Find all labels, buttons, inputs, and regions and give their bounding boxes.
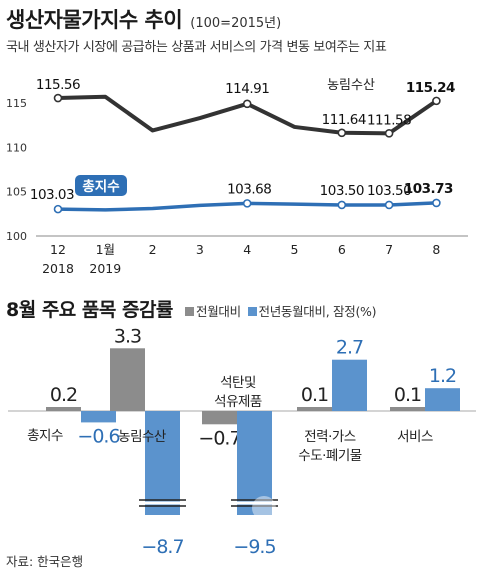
watermark-text: 우리방송뉴스	[280, 498, 392, 518]
x-tick-label: 12	[50, 242, 66, 257]
category-label: 농림수산	[118, 429, 166, 445]
chart-title-row: 생산자물가지수 추이 (100=2015년)	[6, 4, 281, 34]
x-tick-label: 4	[243, 242, 251, 257]
bar-1	[332, 359, 367, 411]
data-point-0	[432, 96, 441, 106]
legend-label-mom: 전월대비	[196, 304, 241, 319]
x-tick-label: 6	[338, 242, 346, 257]
bar-value-label: −9.5	[233, 536, 275, 558]
bar-value-label: 2.7	[336, 337, 363, 359]
y-tick-label: 105	[6, 186, 27, 199]
data-label: 115.56	[36, 77, 80, 93]
x-year-label: 2018	[42, 261, 74, 276]
bar-0	[202, 411, 237, 425]
category-label: 석유제품	[214, 394, 262, 410]
chart-subtitle: 국내 생산자가 시장에 공급하는 상품과 서비스의 가격 변동 보여주는 지표	[6, 40, 387, 55]
category-label: 전력·가스	[304, 429, 356, 445]
bar-value-label: 0.1	[394, 384, 421, 406]
data-point-0	[384, 129, 394, 138]
category-label: 서비스	[397, 429, 433, 445]
bar-1	[425, 388, 460, 411]
data-label: 103.50	[367, 183, 411, 199]
data-point-0	[242, 99, 252, 109]
category-label: 수도·폐기물	[298, 448, 361, 464]
x-tick-label: 2	[149, 242, 157, 257]
bar-1	[81, 411, 116, 423]
x-tick-label: 8	[432, 242, 440, 257]
bar-value-label: −0.6	[77, 425, 119, 447]
category-label: 석탄및	[220, 375, 256, 391]
data-label: 103.68	[227, 181, 271, 197]
bar-chart-header: 8월 주요 품목 증감률 전월대비 전년동월대비, 잠정(%)	[6, 295, 376, 322]
data-point-1	[384, 200, 394, 210]
line-chart: 100 105 110 115 12 1월 2 3 4 5 6 7 8 2018 2019 115.56 114…	[6, 75, 468, 276]
data-point-0	[53, 93, 63, 103]
bar-value-label: 0.1	[301, 384, 328, 406]
bar-value-label: −8.7	[141, 536, 183, 558]
data-label: 114.91	[225, 81, 269, 97]
legend-swatch-yoy	[247, 307, 257, 316]
bar-value-label: −0.7	[198, 427, 240, 449]
x-tick-label: 7	[385, 242, 393, 257]
index-base-note: (100=2015년)	[190, 16, 282, 31]
series-name-badge-total	[75, 175, 127, 196]
legend-swatch-mom	[185, 307, 194, 316]
bar-0	[110, 348, 145, 411]
x-year-label: 2019	[89, 261, 121, 276]
series-name-total: 총지수	[82, 179, 119, 195]
bar-chart-title: 8월 주요 품목 증감률	[6, 299, 173, 321]
watermark: 우리방송뉴스	[252, 493, 392, 520]
series-name-bg-agri	[320, 75, 382, 93]
data-label: 103.03	[30, 187, 74, 203]
bar-value-label: 1.2	[429, 365, 456, 387]
data-point-1	[242, 199, 252, 208]
bar-value-label: 0.2	[50, 384, 77, 406]
category-label: 총지수	[27, 428, 63, 444]
bar-0	[46, 407, 81, 411]
data-label: 103.73	[404, 181, 453, 197]
data-label: 115.24	[406, 80, 455, 96]
y-tick-label: 110	[6, 141, 27, 154]
source-note: 자료: 한국은행	[6, 554, 84, 569]
bar-value-label: 3.3	[114, 325, 141, 347]
data-point-1	[337, 200, 347, 210]
x-tick-label: 5	[291, 242, 299, 257]
series-name-agri: 농림수산	[327, 78, 375, 93]
data-point-1	[53, 204, 63, 214]
bar-0	[297, 407, 332, 411]
y-tick-label: 100	[6, 230, 27, 243]
bar-legend: 전월대비 전년동월대비, 잠정(%)	[182, 304, 376, 319]
axis-break-gap	[143, 501, 182, 505]
y-tick-label: 115	[6, 97, 27, 110]
data-label: 103.50	[320, 183, 364, 199]
bar-1	[237, 411, 272, 515]
data-label: 111.64	[322, 112, 366, 128]
chart-title: 생산자물가지수 추이	[6, 8, 183, 32]
bar-0	[390, 407, 425, 411]
broadcaster-logo-icon	[252, 496, 276, 520]
data-point-1	[432, 198, 441, 208]
legend-label-yoy: 전년동월대비, 잠정(%)	[258, 304, 377, 319]
data-point-0	[337, 128, 347, 138]
axis-break-gap	[235, 501, 274, 505]
bar-1	[145, 411, 180, 515]
x-tick-label: 1월	[96, 242, 115, 257]
data-label: 111.58	[367, 112, 411, 128]
x-tick-label: 3	[196, 242, 204, 257]
